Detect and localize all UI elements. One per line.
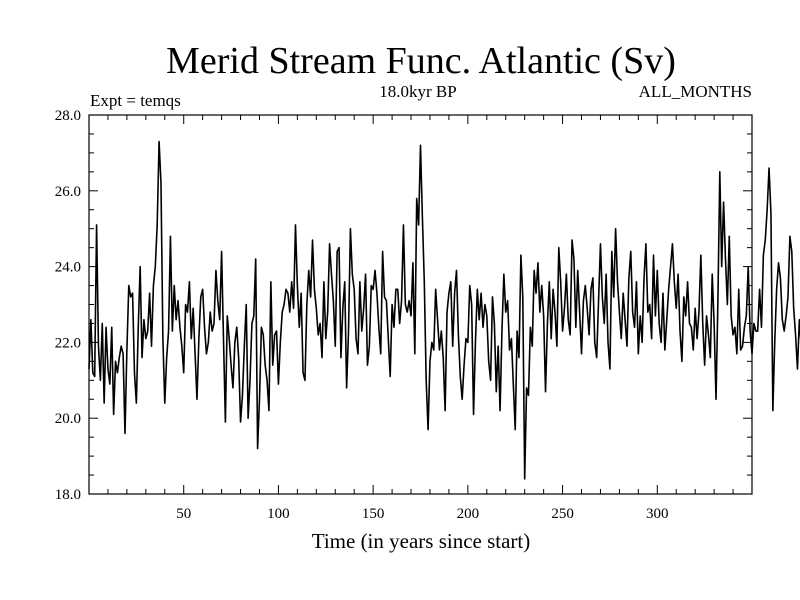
- y-tick-label: 20.0: [55, 411, 81, 427]
- x-tick-label: 300: [646, 506, 669, 522]
- plot-frame: [88, 114, 753, 495]
- y-tick-label: 22.0: [55, 335, 81, 351]
- y-tick-label: 24.0: [55, 260, 81, 276]
- y-tick-label: 26.0: [55, 184, 81, 200]
- x-axis-label: Time (in years since start): [312, 529, 531, 553]
- axes-ticks: [89, 115, 752, 494]
- series-line: [88, 140, 800, 480]
- experiment-label: Expt = temqs: [90, 91, 181, 110]
- x-tick-label: 150: [362, 506, 385, 522]
- chart-title: Merid Stream Func. Atlantic (Sv): [166, 40, 676, 82]
- x-tick-label: 250: [551, 506, 574, 522]
- chart-subtitle: 18.0kyr BP: [379, 82, 456, 101]
- series-layer: [88, 140, 800, 480]
- y-tick-label: 18.0: [55, 487, 81, 503]
- x-tick-label: 50: [176, 506, 191, 522]
- tick-labels: 50 100 150 200 250 300 18.0 20.0 22.0 24.0 26.0 28.…: [55, 108, 669, 522]
- months-label: ALL_MONTHS: [639, 82, 752, 101]
- x-tick-label: 200: [457, 506, 480, 522]
- y-tick-label: 28.0: [55, 108, 81, 124]
- x-tick-label: 100: [267, 506, 290, 522]
